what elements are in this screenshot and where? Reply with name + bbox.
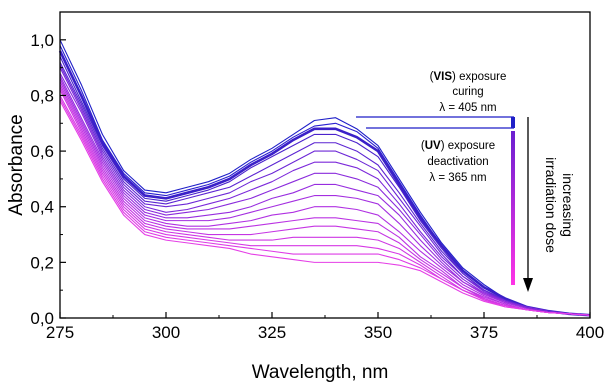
x-axis-label: Wavelength, nm: [252, 362, 389, 383]
series-line-17: [59, 100, 591, 316]
vis-paren-open: (: [430, 71, 434, 83]
x-tick-label: 275: [46, 323, 74, 342]
uv-gradient-bar: [511, 131, 515, 285]
series-line-10: [59, 78, 591, 316]
y-tick-label: 0,6: [30, 142, 54, 161]
uv-label-line3: λ = 365 nm: [429, 172, 486, 184]
series-layer: [58, 39, 591, 317]
series-line-3: [58, 50, 591, 317]
x-tick-label: 350: [364, 323, 392, 342]
x-tick-label: 375: [470, 323, 498, 342]
plot-frame: [59, 11, 591, 319]
uv-label-exposure: exposure: [448, 140, 495, 152]
uv-paren-close: ): [441, 140, 445, 152]
series-line-5: [59, 61, 591, 316]
y-axis-label: Absorbance: [6, 114, 27, 215]
annotations: (VIS) exposure curing λ = 405 nm (UV) ex…: [356, 71, 576, 292]
y-tick-label: 0,8: [30, 86, 54, 105]
series-line-2: [59, 45, 591, 316]
x-tick-label: 325: [258, 323, 286, 342]
uv-label-line1: (UV) exposure: [421, 140, 495, 152]
uv-paren-open: (: [421, 140, 425, 152]
tick-layer: 275 300 325 350 375 400 0,0 0,2 0,4 0,6 0,8 1,0: [30, 11, 604, 342]
y-tick-label: 0,0: [30, 309, 54, 328]
vis-marker: [511, 117, 515, 128]
uv-label-bold: UV: [425, 140, 441, 152]
y-tick-label: 0,2: [30, 253, 54, 272]
x-tick-label: 300: [152, 323, 180, 342]
vis-label-line1: (VIS) exposure: [430, 71, 507, 83]
y-tick-label: 1,0: [30, 31, 54, 50]
vis-label-bold: VIS: [433, 71, 452, 83]
vis-label-exposure: exposure: [459, 71, 506, 83]
dose-label-line2: irradiation dose: [543, 157, 559, 253]
series-line-15: [59, 95, 591, 316]
uv-label-line2: deactivation: [427, 156, 488, 168]
dose-label-line1: increasing: [560, 173, 576, 237]
x-tick-label: 400: [576, 323, 604, 342]
vis-label-line2: curing: [452, 86, 483, 98]
vis-paren-close: ): [452, 71, 456, 83]
dose-arrow-head: [523, 278, 533, 292]
series-line-1: [59, 39, 591, 316]
vis-label-line3: λ = 405 nm: [439, 102, 496, 114]
series-line-12: [59, 84, 591, 316]
y-tick-label: 0,4: [30, 198, 54, 217]
series-line-8: [59, 72, 591, 316]
